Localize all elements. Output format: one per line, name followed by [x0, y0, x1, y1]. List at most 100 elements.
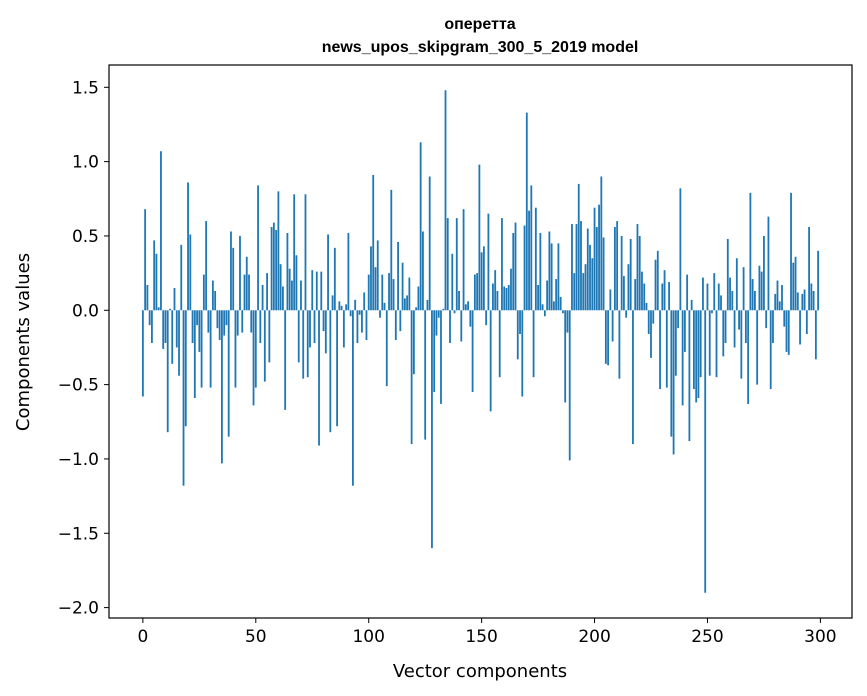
- bar-272: [756, 310, 759, 385]
- bar-34: [218, 310, 221, 341]
- bar-178: [543, 310, 546, 317]
- bar-75: [311, 270, 314, 311]
- bar-171: [528, 210, 530, 311]
- bar-211: [618, 310, 621, 379]
- bar-143: [464, 304, 467, 311]
- bar-97: [361, 310, 363, 333]
- bar-158: [498, 310, 501, 378]
- bar-168: [521, 310, 524, 397]
- bar-0: [141, 310, 144, 397]
- bar-195: [582, 273, 585, 311]
- bar-207: [609, 289, 612, 311]
- bar-61: [279, 264, 282, 311]
- bar-11: [166, 310, 169, 433]
- bar-29: [207, 310, 210, 333]
- plot-frame: [108, 64, 853, 619]
- bar-54: [263, 310, 266, 382]
- bar-43: [239, 235, 241, 311]
- bar-258: [724, 310, 727, 343]
- bar-59: [275, 230, 278, 311]
- bar-127: [428, 176, 431, 311]
- bar-219: [636, 224, 639, 311]
- bar-271: [753, 290, 756, 311]
- bar-279: [772, 310, 774, 343]
- bar-157: [496, 290, 499, 311]
- bar-242: [688, 310, 691, 442]
- bar-10: [164, 310, 167, 343]
- bar-290: [796, 292, 799, 311]
- bar-6: [155, 253, 158, 311]
- bar-152: [485, 310, 488, 326]
- bar-105: [379, 310, 381, 318]
- bar-206: [607, 310, 609, 366]
- bar-221: [641, 271, 643, 311]
- bar-264: [738, 310, 740, 330]
- bar-204: [602, 237, 605, 311]
- bar-222: [643, 283, 646, 311]
- bar-89: [342, 310, 345, 348]
- bar-286: [787, 310, 790, 355]
- y-axis-ticks: −2.0 −1.5 −1.0 −0.5 0.0 0.5 1.0 1.5: [58, 78, 109, 619]
- bar-22: [191, 310, 194, 343]
- bar-142: [462, 209, 465, 311]
- bar-295: [808, 227, 810, 311]
- bar-180: [548, 231, 551, 311]
- bar-69: [297, 310, 300, 363]
- bar-283: [781, 285, 783, 311]
- bar-79: [320, 271, 323, 311]
- bar-85: [333, 247, 336, 311]
- bar-86: [336, 310, 338, 427]
- bar-96: [358, 310, 361, 315]
- bar-121: [415, 307, 418, 311]
- bar-37: [225, 310, 228, 326]
- bar-216: [629, 238, 632, 311]
- bar-123: [419, 142, 422, 311]
- bar-16: [178, 310, 180, 376]
- bar-227: [654, 259, 657, 311]
- bar-62: [281, 286, 284, 311]
- bar-246: [697, 310, 700, 398]
- bar-166: [516, 310, 519, 360]
- bar-183: [555, 279, 558, 311]
- bar-46: [245, 256, 248, 311]
- bar-162: [507, 285, 510, 311]
- y-tick-label: 1.5: [72, 78, 99, 98]
- bar-67: [293, 194, 296, 311]
- bar-131: [437, 310, 440, 318]
- bar-149: [478, 164, 481, 311]
- bar-110: [390, 189, 393, 311]
- bar-184: [557, 243, 560, 311]
- y-tick-label: 0.5: [72, 227, 99, 247]
- y-tick-label: 1.0: [72, 153, 99, 173]
- bar-20: [187, 182, 189, 311]
- bar-202: [598, 204, 600, 311]
- x-tick-label: 0: [137, 627, 148, 647]
- bar-267: [744, 310, 747, 343]
- bar-94: [354, 299, 357, 311]
- bar-277: [767, 216, 770, 311]
- bar-65: [288, 268, 291, 311]
- bar-122: [417, 286, 420, 311]
- bar-210: [616, 221, 619, 311]
- bar-73: [306, 310, 309, 378]
- bar-298: [814, 310, 817, 360]
- bar-174: [534, 207, 537, 311]
- bar-255: [717, 283, 720, 311]
- bar-203: [600, 176, 603, 311]
- bar-265: [740, 310, 743, 379]
- bar-250: [706, 283, 709, 311]
- bar-243: [690, 299, 693, 311]
- bar-217: [632, 310, 634, 445]
- bar-275: [763, 235, 765, 311]
- bar-74: [309, 310, 311, 348]
- bar-214: [625, 310, 628, 318]
- bar-23: [193, 310, 196, 398]
- bar-120: [412, 310, 415, 375]
- bar-160: [503, 286, 506, 311]
- bar-83: [329, 310, 332, 433]
- bar-238: [679, 188, 682, 311]
- x-axis-label: Vector components: [393, 661, 567, 682]
- bar-182: [552, 301, 555, 311]
- bar-117: [406, 295, 409, 311]
